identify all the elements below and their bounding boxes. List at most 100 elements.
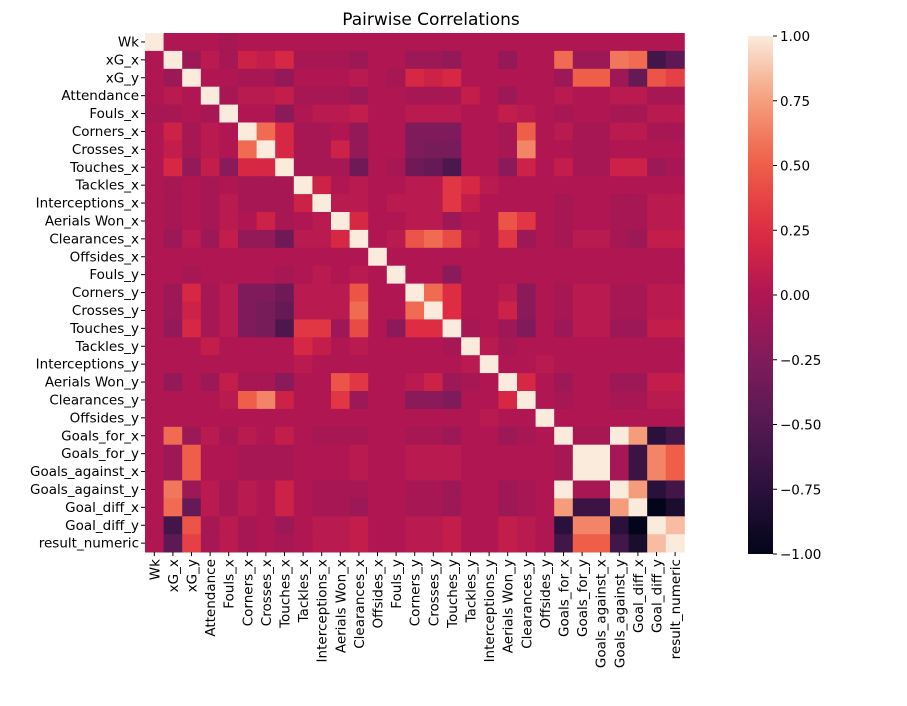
heatmap-cell bbox=[665, 462, 685, 481]
heatmap-cell bbox=[665, 265, 685, 284]
heatmap-cell bbox=[219, 337, 239, 356]
heatmap-cell bbox=[200, 104, 220, 123]
heatmap-cell bbox=[163, 498, 183, 517]
heatmap-cell bbox=[368, 444, 388, 463]
heatmap-cell bbox=[610, 426, 629, 446]
heatmap-cell bbox=[182, 301, 202, 320]
heatmap-cell bbox=[275, 319, 295, 338]
heatmap-cell bbox=[163, 283, 183, 302]
heatmap-cell bbox=[572, 498, 592, 517]
heatmap-cell bbox=[293, 319, 313, 338]
heatmap-cell bbox=[554, 444, 574, 463]
y-tick-label: Wk bbox=[118, 34, 139, 50]
heatmap-cell bbox=[479, 140, 499, 159]
heatmap-cell bbox=[554, 265, 574, 284]
heatmap-cell bbox=[424, 426, 443, 446]
heatmap-cell bbox=[535, 229, 555, 249]
heatmap-cell bbox=[331, 265, 350, 284]
heatmap-cell bbox=[517, 50, 536, 70]
heatmap-cell bbox=[182, 408, 202, 428]
heatmap-cell bbox=[517, 68, 536, 88]
heatmap-cell bbox=[665, 516, 685, 535]
heatmap-cell bbox=[424, 319, 443, 338]
heatmap-cell bbox=[312, 426, 332, 446]
heatmap-cell bbox=[628, 498, 648, 517]
heatmap-cell bbox=[554, 86, 574, 105]
heatmap-cell bbox=[275, 534, 295, 553]
heatmap-cell bbox=[610, 480, 629, 499]
heatmap-cell bbox=[572, 373, 592, 392]
heatmap-cell bbox=[647, 373, 667, 392]
heatmap-cell bbox=[591, 104, 611, 123]
heatmap-cell bbox=[293, 283, 313, 302]
heatmap-cell bbox=[145, 140, 164, 159]
heatmap-cell bbox=[256, 265, 276, 284]
heatmap-cell bbox=[591, 462, 611, 481]
heatmap-cell bbox=[219, 33, 239, 52]
heatmap-cell bbox=[368, 355, 388, 374]
heatmap-cell bbox=[219, 480, 239, 499]
heatmap-cell bbox=[256, 534, 276, 553]
heatmap-cell bbox=[349, 516, 369, 535]
heatmap-cell bbox=[424, 301, 443, 320]
heatmap-cell bbox=[275, 104, 295, 123]
heatmap-cell bbox=[275, 480, 295, 499]
heatmap-cell bbox=[517, 33, 536, 52]
heatmap-cell bbox=[312, 140, 332, 159]
heatmap-cell bbox=[591, 373, 611, 392]
heatmap-cell bbox=[368, 462, 388, 481]
heatmap-cell bbox=[591, 265, 611, 284]
heatmap-cell bbox=[145, 50, 164, 70]
heatmap-cell bbox=[293, 355, 313, 374]
heatmap-cell bbox=[312, 462, 332, 481]
heatmap-cell bbox=[219, 247, 239, 267]
heatmap-cell bbox=[275, 355, 295, 374]
heatmap-cell bbox=[256, 283, 276, 302]
heatmap-cell bbox=[517, 247, 536, 267]
heatmap-cell bbox=[517, 408, 536, 428]
heatmap-cell bbox=[498, 391, 518, 410]
heatmap-cell bbox=[256, 498, 276, 517]
heatmap-cell bbox=[591, 391, 611, 410]
heatmap-cell bbox=[386, 462, 406, 481]
heatmap-cell bbox=[498, 355, 518, 374]
heatmap-cell bbox=[312, 86, 332, 105]
heatmap-cell bbox=[405, 212, 425, 231]
heatmap-cell bbox=[665, 50, 685, 70]
y-tick-label: Interceptions_y bbox=[36, 357, 139, 373]
heatmap-cell bbox=[517, 462, 536, 481]
heatmap-cell bbox=[628, 516, 648, 535]
heatmap-cell bbox=[628, 426, 648, 446]
heatmap-cell bbox=[386, 391, 406, 410]
x-tick-label: Interceptions_y bbox=[482, 559, 498, 662]
heatmap-cell bbox=[665, 212, 685, 231]
heatmap-cell bbox=[479, 408, 499, 428]
heatmap-cell bbox=[386, 373, 406, 392]
heatmap-cell bbox=[219, 462, 239, 481]
y-tick-label: Goal_diff_y bbox=[65, 518, 139, 534]
heatmap-cell bbox=[647, 212, 667, 231]
heatmap-cell bbox=[238, 301, 257, 320]
heatmap-cell bbox=[219, 104, 239, 123]
heatmap-cell bbox=[238, 426, 257, 446]
heatmap-cell bbox=[405, 391, 425, 410]
heatmap-cell bbox=[331, 391, 350, 410]
heatmap-cell bbox=[591, 176, 611, 195]
heatmap-cell bbox=[554, 498, 574, 517]
heatmap-cell bbox=[256, 104, 276, 123]
heatmap-cell bbox=[479, 355, 499, 374]
heatmap-cell bbox=[498, 229, 518, 249]
heatmap-cell bbox=[219, 86, 239, 105]
heatmap-cell bbox=[331, 140, 350, 159]
heatmap-cell bbox=[591, 283, 611, 302]
heatmap-cell bbox=[591, 444, 611, 463]
heatmap-cell bbox=[628, 462, 648, 481]
colorbar-tick-label: 0.50 bbox=[780, 159, 810, 175]
heatmap-cell bbox=[628, 534, 648, 553]
heatmap-cell bbox=[368, 283, 388, 302]
heatmap-cell bbox=[647, 68, 667, 88]
heatmap-cell bbox=[572, 140, 592, 159]
heatmap-cell bbox=[572, 426, 592, 446]
heatmap-cell bbox=[293, 462, 313, 481]
heatmap-cell bbox=[293, 104, 313, 123]
